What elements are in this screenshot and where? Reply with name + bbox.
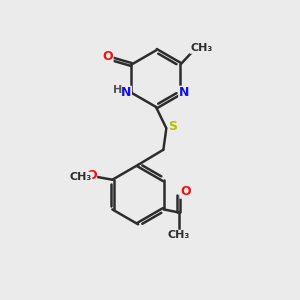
Text: O: O xyxy=(180,185,190,198)
Text: O: O xyxy=(86,169,97,182)
Text: O: O xyxy=(102,50,113,63)
Text: CH₃: CH₃ xyxy=(168,230,190,240)
Text: S: S xyxy=(168,120,177,133)
Text: N: N xyxy=(121,86,131,99)
Text: CH₃: CH₃ xyxy=(69,172,92,182)
Text: H: H xyxy=(112,85,122,95)
Text: N: N xyxy=(179,86,189,99)
Text: CH₃: CH₃ xyxy=(190,43,212,53)
